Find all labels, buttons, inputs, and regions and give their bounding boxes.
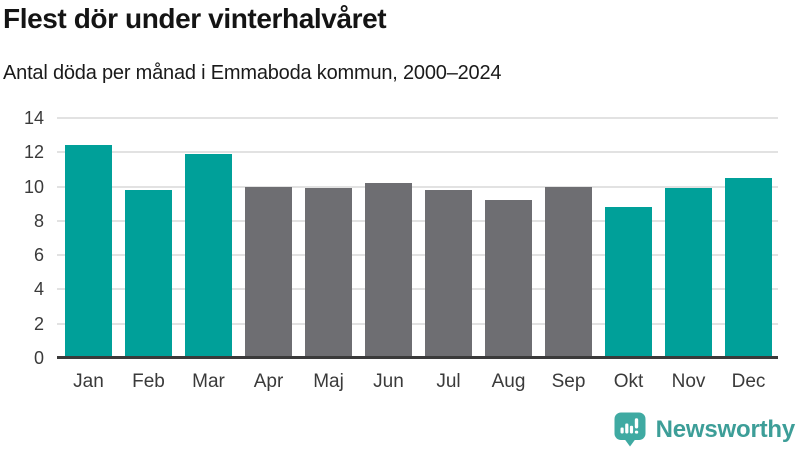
bar-jun xyxy=(365,183,412,358)
y-axis-tick-label: 2 xyxy=(33,313,44,334)
newsworthy-logo-text: Newsworthy xyxy=(655,415,796,443)
gridline xyxy=(57,151,778,154)
bar-nov xyxy=(665,188,712,358)
chart-subtitle: Antal döda per månad i Emmaboda kommun, … xyxy=(3,62,502,84)
plot-area xyxy=(57,117,778,359)
y-axis-tick-label: 14 xyxy=(23,108,44,128)
chart-title: Flest dör under vinterhalvåret xyxy=(3,3,387,34)
x-axis-tick-label: Apr xyxy=(253,371,284,392)
bar-chart-speech-bubble-icon xyxy=(614,412,647,447)
bar-apr xyxy=(245,186,292,358)
gridline xyxy=(57,288,778,291)
bar-maj xyxy=(305,188,352,358)
x-axis-tick-label: Feb xyxy=(132,371,165,392)
newsworthy-logo: Newsworthy xyxy=(614,412,795,447)
y-axis-tick-label: 4 xyxy=(33,279,44,300)
x-axis-tick-label: Jun xyxy=(373,371,404,392)
gridline xyxy=(57,219,778,222)
x-axis-tick-label: Aug xyxy=(491,371,526,392)
bar-dec xyxy=(725,178,772,358)
x-axis-tick-label: Mar xyxy=(192,371,225,392)
gridline xyxy=(57,322,778,325)
y-axis-tick-label: 12 xyxy=(23,142,44,163)
bar-sep xyxy=(545,186,592,358)
bar-jan xyxy=(65,145,112,358)
bar-aug xyxy=(485,200,532,358)
y-axis-tick-label: 0 xyxy=(33,348,44,368)
bar-okt xyxy=(605,207,652,358)
x-axis-tick-label: Nov xyxy=(671,371,706,392)
x-axis-tick-label: Sep xyxy=(551,371,586,392)
bar-jul xyxy=(425,190,472,358)
x-axis-tick-label: Dec xyxy=(731,371,766,392)
gridline xyxy=(57,185,778,188)
gridline xyxy=(57,117,778,119)
gridline xyxy=(57,254,778,257)
x-axis-tick-label: Okt xyxy=(613,371,644,392)
x-axis-tick-label: Maj xyxy=(313,371,344,392)
y-axis-tick-label: 10 xyxy=(23,176,44,197)
x-axis-tick-label: Jul xyxy=(436,371,461,392)
x-axis-tick-label: Jan xyxy=(73,371,104,392)
x-axis-line xyxy=(57,356,778,359)
bar-feb xyxy=(125,190,172,358)
y-axis-tick-label: 6 xyxy=(33,245,44,266)
bar-mar xyxy=(185,154,232,358)
y-axis-tick-label: 8 xyxy=(33,210,44,231)
